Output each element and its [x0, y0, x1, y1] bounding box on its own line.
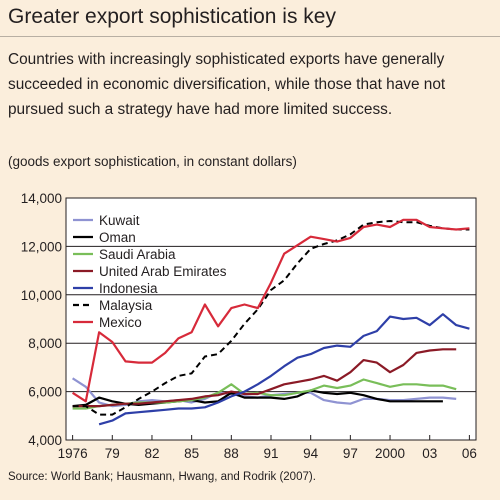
unit-note: (goods export sophistication, in constan… — [8, 154, 297, 169]
series-line-indonesia — [98, 313, 470, 426]
x-tick-label: 2000 — [375, 446, 405, 461]
legend: Kuwait Oman Saudi Arabia United Arab Emirat… — [73, 213, 227, 330]
x-tick-label: 88 — [224, 446, 239, 461]
chart-subtitle: Countries with increasingly sophisticate… — [8, 51, 446, 118]
gridlines — [66, 245, 476, 393]
x-tick-label: 03 — [422, 446, 437, 461]
series-line-mexico — [72, 218, 470, 403]
y-tick-label: 8,000 — [28, 336, 62, 351]
chart-title: Greater export sophistication is key — [8, 5, 336, 28]
x-tick-label: 97 — [343, 446, 358, 461]
y-tick-label: 14,000 — [21, 191, 62, 206]
source-note: Source: World Bank; Hausmann, Hwang, and… — [8, 471, 316, 483]
x-tick-label: 82 — [144, 446, 159, 461]
legend-label: Oman — [99, 230, 136, 245]
series-line-united-arab-emirates — [72, 348, 457, 408]
x-tick-label: 79 — [105, 446, 120, 461]
legend-label: Saudi Arabia — [99, 247, 176, 262]
line-chart: Kuwait Oman Saudi Arabia United Arab Emirat… — [21, 191, 477, 461]
legend-label: United Arab Emirates — [99, 264, 227, 279]
axes: 4,000 6,000 8,000 10,000 12,000 14,000 1976 79 8… — [21, 191, 477, 461]
y-tick-label: 10,000 — [21, 288, 62, 303]
y-tick-label: 4,000 — [28, 433, 62, 448]
series-line-malaysia — [72, 220, 470, 416]
series-lines — [72, 218, 470, 426]
y-tick-label: 12,000 — [21, 239, 62, 254]
title-divider — [0, 36, 500, 37]
x-tick-label: 91 — [263, 446, 278, 461]
legend-label: Kuwait — [99, 213, 140, 228]
y-tick-label: 6,000 — [28, 385, 62, 400]
legend-label: Indonesia — [99, 281, 158, 296]
x-tick-label: 06 — [462, 446, 477, 461]
legend-label: Mexico — [99, 315, 142, 330]
legend-label: Malaysia — [99, 298, 153, 313]
x-tick-label: 1976 — [58, 446, 88, 461]
x-tick-label: 94 — [303, 446, 319, 461]
x-tick-label: 85 — [184, 446, 199, 461]
